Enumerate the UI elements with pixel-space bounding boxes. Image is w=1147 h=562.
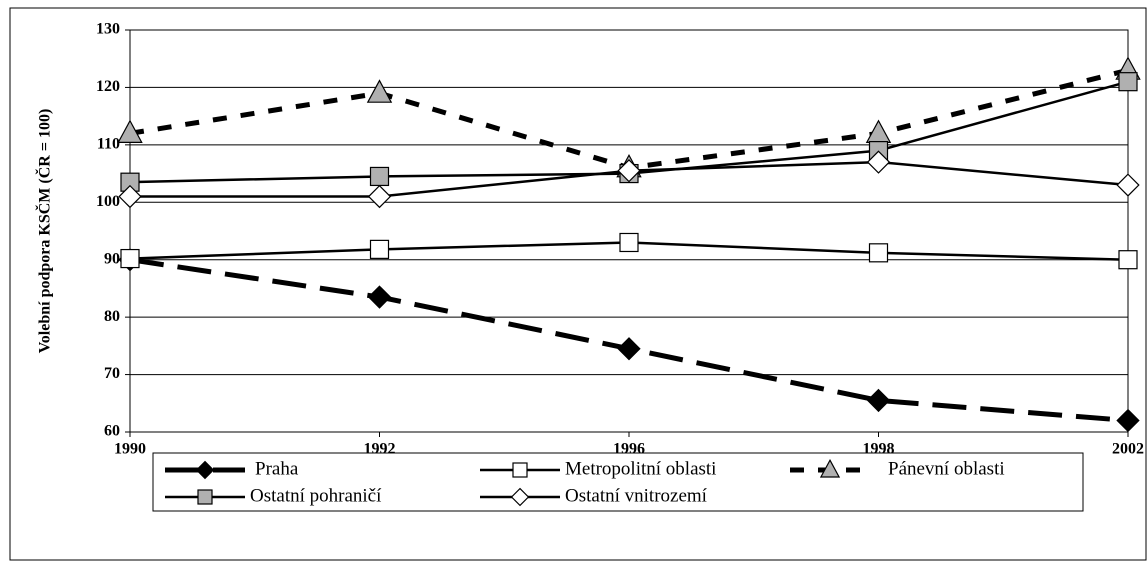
x-tick-label: 1992 bbox=[364, 441, 396, 458]
marker bbox=[369, 166, 390, 187]
y-tick-label: 100 bbox=[96, 193, 120, 210]
y-tick-label: 90 bbox=[104, 250, 120, 267]
marker bbox=[195, 460, 215, 480]
y-tick-label: 80 bbox=[104, 308, 120, 325]
x-tick-label: 2002 bbox=[1112, 441, 1144, 458]
marker bbox=[367, 285, 392, 309]
marker bbox=[369, 239, 390, 259]
x-tick-label: 1990 bbox=[114, 441, 146, 458]
y-tick-label: 120 bbox=[96, 78, 120, 95]
legend-label: Ostatní pohraničí bbox=[250, 485, 382, 506]
plot-area bbox=[129, 29, 1129, 433]
marker bbox=[366, 79, 393, 103]
marker bbox=[819, 458, 841, 478]
marker bbox=[367, 184, 392, 209]
marker bbox=[619, 232, 639, 253]
legend-label: Ostatní vnitrozemí bbox=[565, 485, 708, 506]
marker bbox=[1116, 408, 1140, 433]
y-tick-label: 110 bbox=[97, 136, 120, 153]
legend-box bbox=[152, 452, 1084, 512]
legend-label: Metropolitní oblasti bbox=[565, 458, 716, 479]
y-tick-label: 70 bbox=[104, 365, 120, 382]
marker bbox=[510, 487, 530, 507]
marker bbox=[866, 150, 891, 174]
x-tick-label: 1996 bbox=[613, 441, 645, 458]
marker bbox=[512, 462, 528, 478]
legend-label: Pánevní oblasti bbox=[888, 458, 1005, 479]
legend-label: Praha bbox=[255, 458, 299, 479]
marker bbox=[1118, 72, 1138, 92]
y-tick-label: 130 bbox=[96, 21, 120, 38]
marker bbox=[117, 119, 143, 143]
marker bbox=[617, 159, 641, 183]
marker bbox=[1118, 250, 1138, 270]
marker bbox=[197, 489, 213, 505]
marker bbox=[118, 184, 142, 209]
marker bbox=[120, 248, 140, 269]
y-tick-label: 60 bbox=[104, 423, 120, 440]
marker bbox=[1116, 173, 1140, 197]
marker bbox=[868, 243, 889, 263]
marker bbox=[866, 388, 891, 413]
y-axis-label: Volební podpora KSČM (ČR = 100) bbox=[35, 109, 54, 354]
x-tick-label: 1998 bbox=[863, 441, 895, 458]
marker bbox=[617, 337, 641, 361]
